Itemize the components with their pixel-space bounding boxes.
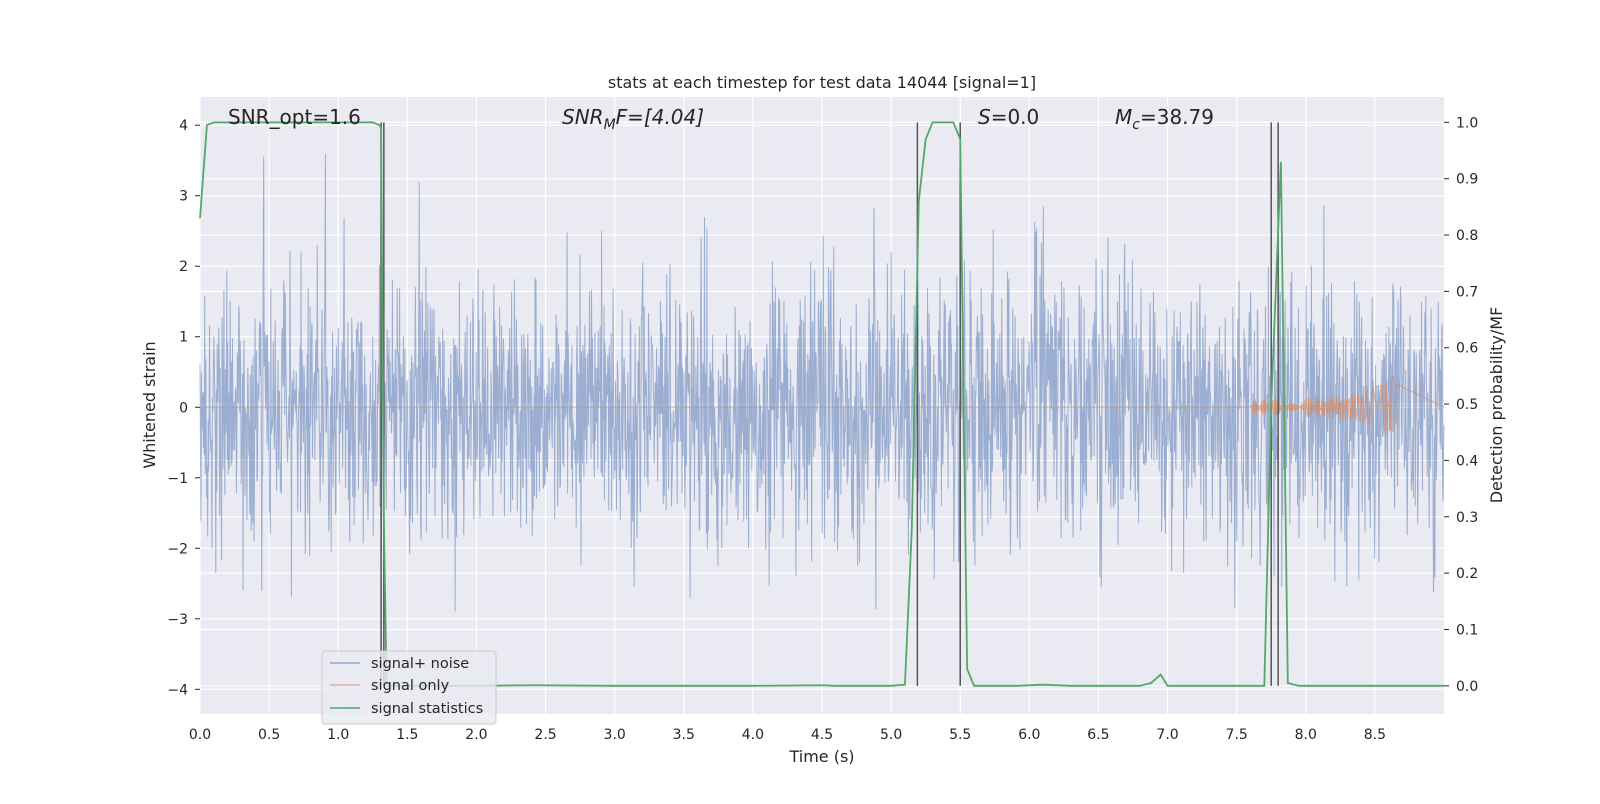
legend-label-signal-noise: signal+ noise xyxy=(371,656,469,672)
x-tick-label: 3.5 xyxy=(673,727,695,743)
legend-label-signal-only: signal only xyxy=(371,678,450,694)
x-tick-label: 8.0 xyxy=(1295,727,1317,743)
y-tick-label-right: 0.0 xyxy=(1456,679,1478,695)
x-tick-label: 5.0 xyxy=(880,727,902,743)
series-line-signal-only xyxy=(199,375,1445,434)
y-tick-label-right: 0.1 xyxy=(1456,622,1478,638)
x-tick-label: 0.0 xyxy=(189,727,211,743)
x-tick-label: 7.5 xyxy=(1226,727,1248,743)
x-tick-label: 1.5 xyxy=(396,727,418,743)
series-signal-noise xyxy=(199,153,1445,612)
annotation-s: S=0.0 xyxy=(978,105,1039,129)
y-tick-label-right: 0.5 xyxy=(1456,397,1478,413)
y-tick-label-right: 0.4 xyxy=(1456,453,1478,469)
annotation-mc-sub: c xyxy=(1132,117,1140,133)
x-tick-label: 0.5 xyxy=(258,727,280,743)
y-tick-label-left: 4 xyxy=(179,118,188,134)
x-tick-label: 4.0 xyxy=(742,727,764,743)
y-tick-label-left: −3 xyxy=(167,612,188,628)
series-signal-statistics xyxy=(199,121,1444,687)
annotation-snr-mf: SNRMF=[4.04] xyxy=(562,105,704,133)
x-tick-label: 6.5 xyxy=(1087,727,1109,743)
x-tick-label: 3.0 xyxy=(604,727,626,743)
legend-label-signal-statistics: signal statistics xyxy=(371,701,483,717)
x-tick-label: 2.5 xyxy=(534,727,556,743)
y-tick-label-left: 2 xyxy=(179,259,188,275)
x-tick-label: 5.5 xyxy=(949,727,971,743)
y-axis-label-right: Detection probability/MF xyxy=(1487,307,1506,504)
x-tick-label: 2.0 xyxy=(465,727,487,743)
x-tick-label: 8.5 xyxy=(1364,727,1386,743)
annotation-mc: Mc=38.79 xyxy=(1115,105,1214,133)
y-tick-label-left: −2 xyxy=(167,541,188,557)
legend: signal+ noise signal only signal statist… xyxy=(321,650,497,725)
annotations: SNR_opt=1.6 SNRMF=[4.04] S=0.0 Mc=38.79 xyxy=(228,105,1214,133)
annotation-s-rest: =0.0 xyxy=(991,105,1040,129)
series-line-signal-noise xyxy=(199,153,1445,612)
y-tick-label-left: 0 xyxy=(179,400,188,416)
y-tick-label-left: 3 xyxy=(179,189,188,205)
annotation-mc-rest: =38.79 xyxy=(1140,105,1214,129)
chart-title: stats at each timestep for test data 140… xyxy=(608,73,1036,92)
annotation-snr-mf-rest: F=[4.04] xyxy=(616,105,704,129)
y-tick-label-left: −4 xyxy=(167,682,188,698)
annotation-snr-mf-base: SNR xyxy=(562,105,604,129)
y-tick-label-left: −1 xyxy=(167,471,188,487)
series-signal-only xyxy=(199,375,1445,434)
annotation-snr-opt: SNR_opt=1.6 xyxy=(228,105,361,129)
y-tick-label-right: 0.6 xyxy=(1456,341,1478,357)
x-tick-label: 4.5 xyxy=(811,727,833,743)
y-tick-label-right: 0.8 xyxy=(1456,228,1478,244)
x-tick-label: 1.0 xyxy=(327,727,349,743)
y-tick-label-right: 0.9 xyxy=(1456,172,1478,188)
tick-labels: 0.0 0.5 1.0 1.5 2.0 2.5 3.0 3.5 4.0 4.5 5.0 5.5 6.0 6… xyxy=(167,115,1478,743)
x-axis-label: Time (s) xyxy=(788,747,854,766)
x-tick-label: 6.0 xyxy=(1018,727,1040,743)
legend-box xyxy=(321,650,497,725)
annotation-snr-mf-sub: M xyxy=(604,117,616,133)
x-tick-label: 7.0 xyxy=(1156,727,1178,743)
y-tick-label-right: 0.7 xyxy=(1456,284,1478,300)
y-tick-label-right: 0.2 xyxy=(1456,566,1478,582)
y-tick-label-left: 1 xyxy=(179,330,188,346)
y-tick-label-right: 0.3 xyxy=(1456,510,1478,526)
series-line-signal-statistics xyxy=(199,121,1444,687)
y-tick-label-right: 1.0 xyxy=(1456,115,1478,131)
annotation-s-var: S xyxy=(978,105,991,129)
annotation-mc-base: M xyxy=(1115,105,1132,129)
y-axis-label-left: Whitened strain xyxy=(140,341,159,468)
